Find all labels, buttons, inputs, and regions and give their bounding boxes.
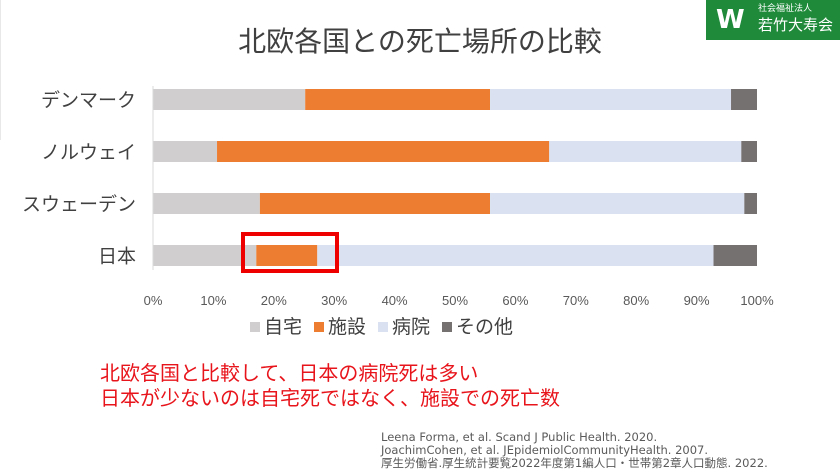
references: Leena Forma, et al. Scand J Public Healt…	[381, 431, 768, 470]
logo-name: 若竹大寿会	[758, 16, 834, 34]
legend: 自宅 施設 病院 その他	[250, 315, 513, 339]
legend-label: 病院	[392, 316, 431, 338]
bar-施設-日本	[256, 245, 318, 266]
bar-その他-デンマーク	[731, 89, 757, 110]
legend-item: 施設	[314, 315, 366, 339]
bar-自宅-ノルウェイ	[153, 141, 218, 162]
bar-自宅-デンマーク	[153, 89, 306, 110]
x-tick-label: 40%	[382, 293, 408, 308]
legend-label: その他	[456, 316, 514, 338]
x-tick-label: 0%	[144, 293, 163, 308]
message-line-2: 日本が少ないのは自宅死ではなく、施設での死亡数	[100, 386, 560, 410]
x-tick-label: 20%	[261, 293, 287, 308]
x-tick-label: 30%	[321, 293, 347, 308]
slide-edge-line	[0, 0, 1, 140]
x-tick-label: 80%	[623, 293, 649, 308]
bar-自宅-スウェーデン	[153, 193, 260, 214]
bar-病院-ノルウェイ	[549, 141, 742, 162]
x-tick-label: 70%	[563, 293, 589, 308]
bar-病院-日本	[317, 245, 714, 266]
category-label: デンマーク	[41, 90, 136, 112]
bar-病院-スウェーデン	[490, 193, 745, 214]
reference-3: 厚生労働省.厚生統計要覧2022年度第1編人口・世帯第2章人口動態. 2022.	[381, 456, 768, 470]
logo: W 社会福祉法人 若竹大寿会	[706, 0, 840, 40]
message: 北欧各国と比較して、日本の病院死は多い 日本が少ないのは自宅死ではなく、施設での…	[100, 361, 560, 411]
legend-swatch	[378, 322, 389, 332]
x-tick-label: 100%	[740, 293, 774, 308]
bar-病院-デンマーク	[490, 89, 732, 110]
legend-item: 病院	[378, 315, 430, 339]
highlight-box-japan-facility	[241, 232, 339, 273]
legend-label: 自宅	[264, 316, 303, 338]
bar-その他-ノルウェイ	[741, 141, 757, 162]
category-label: 日本	[98, 246, 136, 268]
x-tick-label: 90%	[684, 293, 710, 308]
category-label: スウェーデン	[22, 194, 136, 216]
x-tick-label: 60%	[502, 293, 528, 308]
bar-自宅-日本	[153, 245, 257, 266]
bar-施設-ノルウェイ	[217, 141, 550, 162]
chart-title: 北欧各国との死亡場所の比較	[238, 25, 602, 58]
legend-item: 自宅	[250, 315, 302, 339]
bar-施設-スウェーデン	[259, 193, 491, 214]
message-line-1: 北欧各国と比較して、日本の病院死は多い	[100, 361, 479, 385]
bar-その他-スウェーデン	[744, 193, 757, 214]
logo-mark: W	[716, 5, 745, 35]
x-tick-label: 10%	[200, 293, 226, 308]
category-label: ノルウェイ	[41, 142, 136, 164]
reference-2: JoachimCohen, et al. JEpidemiolCommunity…	[381, 443, 709, 457]
legend-swatch	[314, 322, 325, 332]
reference-1: Leena Forma, et al. Scand J Public Healt…	[381, 430, 658, 444]
x-tick-label: 50%	[442, 293, 468, 308]
legend-swatch	[250, 322, 260, 332]
legend-label: 施設	[328, 316, 367, 338]
legend-swatch	[442, 322, 453, 332]
bar-その他-日本	[713, 245, 757, 266]
bar-施設-デンマーク	[305, 89, 491, 110]
logo-subtitle: 社会福祉法人	[758, 4, 813, 14]
legend-item: その他	[442, 315, 513, 339]
